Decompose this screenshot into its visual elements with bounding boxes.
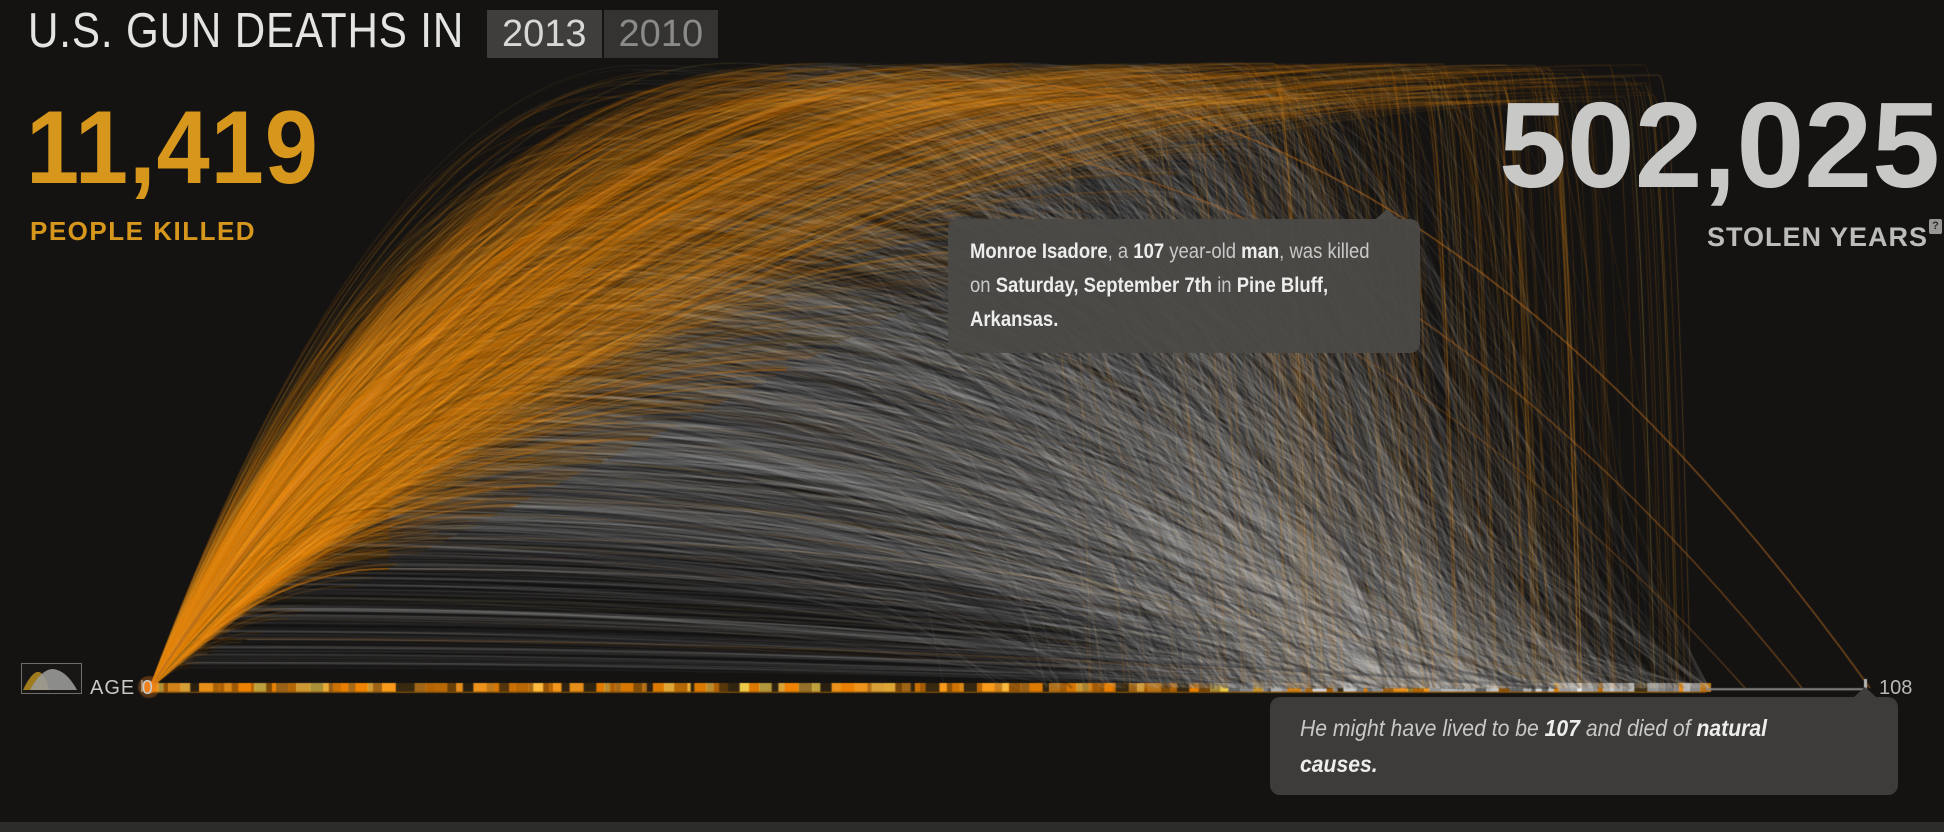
person-tooltip-text: Monroe Isadore, a 107 year-old man, was …	[970, 240, 1370, 331]
info-icon[interactable]: ?	[1929, 219, 1942, 234]
year-tabs: 2013 2010	[487, 10, 719, 58]
stolen-years-label: STOLEN YEARS	[1706, 222, 1928, 252]
footer-bar	[0, 822, 1944, 832]
projection-tooltip-text: He might have lived to be 107 and died o…	[1300, 715, 1768, 777]
people-killed-label: PEOPLE KILLED	[30, 216, 257, 246]
people-killed-count: 11,419	[26, 90, 319, 206]
age-distribution-icon	[23, 669, 77, 690]
person-tooltip: Monroe Isadore, a 107 year-old man, was …	[948, 209, 1420, 353]
tab-year-2010[interactable]: 2010	[603, 10, 719, 58]
tooltip-caret-up-icon	[1376, 209, 1398, 219]
projection-tooltip: He might have lived to be 107 and died o…	[1270, 687, 1898, 795]
axis-age-zero-label: AGE 0	[90, 677, 154, 699]
distribution-thumbnail-toggle[interactable]	[21, 663, 82, 694]
tooltip-caret-up-icon	[1854, 687, 1876, 697]
axis-age-max-label: 108	[1879, 677, 1913, 699]
stolen-years-count: 502,025	[1499, 77, 1940, 213]
tab-year-2013[interactable]: 2013	[487, 10, 602, 58]
page-title: U.S. GUN DEATHS IN	[28, 4, 465, 58]
